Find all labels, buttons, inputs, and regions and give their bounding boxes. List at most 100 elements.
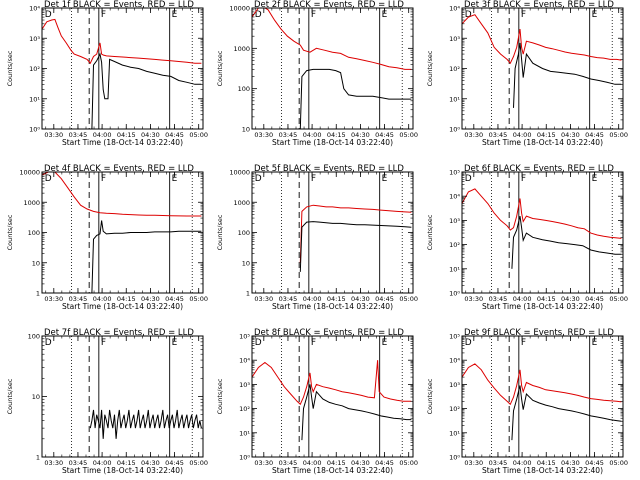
x-tick-label: 03:30	[254, 131, 273, 139]
y-tick-label: 10⁰	[449, 454, 460, 462]
x-tick-label: 04:45	[375, 131, 394, 139]
x-tick-label: 04:30	[351, 131, 370, 139]
x-axis-label: Start Time (18-Oct-14 03:22:40)	[272, 302, 393, 311]
y-tick-label: 10⁰	[29, 126, 40, 134]
series-lld	[252, 360, 412, 406]
y-tick-label: 100	[238, 85, 250, 93]
x-tick-label: 04:45	[585, 459, 604, 467]
y-tick-label: 10³	[449, 217, 460, 225]
x-tick-label: 04:45	[585, 131, 604, 139]
y-tick-label: 10⁴	[29, 5, 40, 13]
marker-label-D: D	[255, 338, 262, 348]
x-tick-label: 04:30	[351, 295, 370, 303]
marker-label-F: F	[101, 10, 106, 20]
x-tick-label: 05:00	[399, 459, 418, 467]
panel-title: Det 5f BLACK = Events, RED = LLD	[254, 164, 404, 174]
x-axis-label: Start Time (18-Oct-14 03:22:40)	[482, 138, 603, 147]
marker-label-E: E	[382, 10, 388, 20]
y-tick-label: 10²	[449, 65, 460, 73]
series-events	[511, 385, 622, 441]
x-tick-label: 04:45	[375, 295, 394, 303]
x-tick-label: 04:45	[165, 459, 184, 467]
series-lld	[462, 363, 622, 406]
y-axis-label: Counts/sec	[426, 378, 434, 414]
marker-label-D: D	[255, 10, 262, 20]
marker-label-F: F	[521, 10, 526, 20]
y-tick-label: 10³	[449, 381, 460, 389]
series-lld	[462, 188, 622, 239]
series-events	[511, 215, 622, 269]
x-tick-label: 03:30	[254, 295, 273, 303]
x-axis-label: Start Time (18-Oct-14 03:22:40)	[62, 302, 183, 311]
x-tick-label: 04:45	[375, 459, 394, 467]
marker-label-D: D	[465, 174, 472, 184]
x-tick-label: 05:00	[189, 131, 208, 139]
marker-label-E: E	[592, 338, 598, 348]
x-tick-label: 04:00	[303, 131, 322, 139]
x-tick-label: 04:00	[303, 459, 322, 467]
x-tick-label: 04:30	[561, 295, 580, 303]
x-tick-label: 04:15	[117, 459, 136, 467]
y-tick-label: 10⁴	[449, 357, 460, 365]
x-tick-label: 03:45	[279, 459, 298, 467]
y-tick-label: 10⁰	[449, 126, 460, 134]
marker-label-D: D	[45, 338, 52, 348]
y-tick-label: 10⁰	[239, 454, 250, 462]
y-tick-label: 100	[238, 229, 250, 237]
y-tick-label: 10³	[449, 35, 460, 43]
marker-label-D: D	[45, 174, 52, 184]
marker-label-F: F	[521, 338, 526, 348]
x-tick-label: 04:15	[327, 295, 346, 303]
y-axis-label: Counts/sec	[6, 378, 14, 414]
x-tick-label: 03:45	[489, 295, 508, 303]
panel-title: Det 8f BLACK = Events, RED = LLD	[254, 328, 404, 338]
y-tick-label: 10³	[239, 381, 250, 389]
x-tick-label: 03:45	[489, 131, 508, 139]
panel-title: Det 4f BLACK = Events, RED = LLD	[44, 164, 194, 174]
x-tick-label: 04:30	[561, 459, 580, 467]
plot-frame	[251, 335, 414, 458]
y-tick-label: 1000	[23, 199, 40, 207]
x-tick-label: 04:15	[537, 295, 556, 303]
plot-frame	[251, 7, 414, 130]
y-axis-label: Counts/sec	[6, 50, 14, 86]
x-tick-label: 03:30	[464, 131, 483, 139]
x-tick-label: 04:15	[117, 131, 136, 139]
y-tick-label: 10000	[229, 169, 250, 177]
x-tick-label: 03:45	[69, 295, 88, 303]
x-tick-label: 03:30	[464, 295, 483, 303]
x-tick-label: 04:15	[537, 131, 556, 139]
y-tick-label: 1	[36, 290, 40, 298]
y-tick-label: 10⁵	[449, 169, 460, 177]
marker-label-E: E	[382, 338, 388, 348]
y-tick-label: 1000	[233, 199, 250, 207]
x-tick-label: 03:45	[69, 131, 88, 139]
y-tick-label: 10¹	[29, 95, 40, 103]
marker-label-E: E	[172, 174, 178, 184]
marker-label-E: E	[172, 338, 178, 348]
x-tick-label: 05:00	[609, 459, 628, 467]
x-tick-label: 03:30	[464, 459, 483, 467]
y-tick-label: 10²	[239, 405, 250, 413]
series-events	[301, 384, 412, 441]
x-tick-label: 04:30	[561, 131, 580, 139]
y-tick-label: 10000	[229, 5, 250, 13]
y-tick-label: 10¹	[449, 265, 460, 273]
plot-frame	[461, 171, 624, 294]
y-axis-label: Counts/sec	[426, 50, 434, 86]
x-tick-label: 04:30	[141, 295, 160, 303]
series-events	[91, 220, 202, 293]
marker-label-E: E	[592, 174, 598, 184]
y-tick-label: 10000	[19, 169, 40, 177]
y-tick-label: 10⁴	[449, 5, 460, 13]
y-tick-label: 100	[28, 333, 40, 341]
y-axis-label: Counts/sec	[216, 378, 224, 414]
panel-title: Det 3f BLACK = Events, RED = LLD	[464, 0, 614, 10]
x-tick-label: 03:30	[44, 295, 63, 303]
x-tick-label: 03:45	[69, 459, 88, 467]
panel-title: Det 9f BLACK = Events, RED = LLD	[464, 328, 614, 338]
